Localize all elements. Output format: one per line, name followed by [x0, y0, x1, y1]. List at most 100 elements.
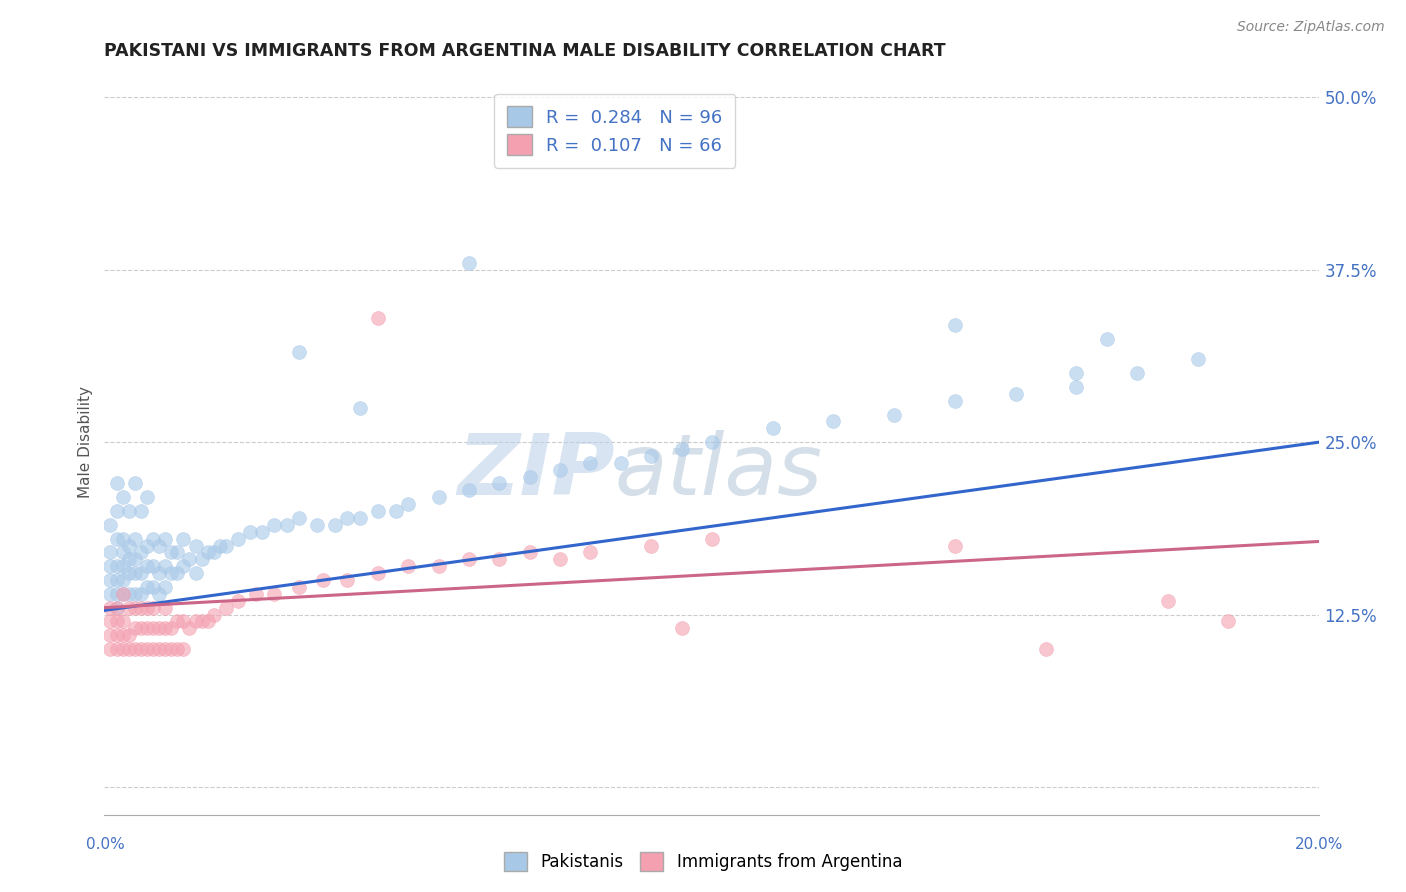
Point — [111, 490, 134, 504]
Point — [762, 421, 785, 435]
Point — [519, 545, 541, 559]
Point — [111, 559, 134, 574]
Point — [166, 642, 188, 657]
Point — [105, 615, 128, 629]
Point — [111, 573, 134, 587]
Point — [179, 552, 201, 566]
Point — [105, 600, 128, 615]
Point — [118, 566, 141, 581]
Point — [519, 469, 541, 483]
Point — [105, 476, 128, 491]
Point — [943, 539, 966, 553]
Point — [129, 566, 152, 581]
Point — [312, 573, 335, 587]
Point — [111, 587, 134, 601]
Point — [1126, 366, 1149, 380]
Legend: Pakistanis, Immigrants from Argentina: Pakistanis, Immigrants from Argentina — [495, 843, 911, 880]
Point — [118, 587, 141, 601]
Point — [100, 642, 122, 657]
Point — [124, 642, 146, 657]
Point — [135, 490, 157, 504]
Point — [276, 517, 298, 532]
Point — [179, 621, 201, 635]
Point — [671, 442, 693, 456]
Point — [700, 532, 723, 546]
Point — [1095, 332, 1118, 346]
Point — [148, 642, 170, 657]
Point — [124, 587, 146, 601]
Point — [142, 580, 165, 594]
Point — [142, 532, 165, 546]
Point — [148, 587, 170, 601]
Point — [153, 559, 176, 574]
Point — [288, 580, 311, 594]
Point — [458, 552, 481, 566]
Point — [100, 573, 122, 587]
Point — [100, 587, 122, 601]
Point — [1066, 366, 1088, 380]
Point — [124, 532, 146, 546]
Point — [172, 642, 194, 657]
Point — [184, 539, 207, 553]
Point — [142, 559, 165, 574]
Point — [111, 615, 134, 629]
Point — [142, 642, 165, 657]
Point — [288, 345, 311, 359]
Point — [111, 587, 134, 601]
Point — [215, 539, 238, 553]
Point — [1218, 615, 1240, 629]
Point — [105, 600, 128, 615]
Point — [153, 580, 176, 594]
Point — [118, 504, 141, 518]
Point — [336, 511, 359, 525]
Point — [202, 545, 225, 559]
Point — [148, 566, 170, 581]
Point — [111, 628, 134, 642]
Point — [100, 545, 122, 559]
Point — [349, 511, 371, 525]
Point — [105, 642, 128, 657]
Point — [135, 621, 157, 635]
Point — [148, 539, 170, 553]
Point — [118, 642, 141, 657]
Point — [135, 642, 157, 657]
Point — [367, 566, 389, 581]
Point — [160, 566, 183, 581]
Point — [129, 621, 152, 635]
Point — [239, 524, 262, 539]
Point — [105, 573, 128, 587]
Point — [129, 545, 152, 559]
Point — [105, 587, 128, 601]
Point — [124, 600, 146, 615]
Point — [190, 615, 212, 629]
Point — [700, 435, 723, 450]
Point — [118, 600, 141, 615]
Point — [100, 600, 122, 615]
Text: Source: ZipAtlas.com: Source: ZipAtlas.com — [1237, 21, 1385, 34]
Point — [548, 552, 571, 566]
Point — [172, 532, 194, 546]
Point — [610, 456, 633, 470]
Point — [385, 504, 408, 518]
Point — [349, 401, 371, 415]
Point — [172, 615, 194, 629]
Text: 0.0%: 0.0% — [86, 838, 125, 852]
Point — [427, 559, 450, 574]
Point — [105, 532, 128, 546]
Point — [166, 545, 188, 559]
Point — [1187, 352, 1209, 367]
Point — [142, 621, 165, 635]
Point — [548, 463, 571, 477]
Point — [111, 532, 134, 546]
Point — [172, 559, 194, 574]
Legend: R =  0.284   N = 96, R =  0.107   N = 66: R = 0.284 N = 96, R = 0.107 N = 66 — [494, 94, 735, 168]
Point — [124, 566, 146, 581]
Point — [124, 476, 146, 491]
Point — [129, 642, 152, 657]
Point — [124, 621, 146, 635]
Point — [640, 539, 662, 553]
Point — [263, 517, 285, 532]
Point — [336, 573, 359, 587]
Point — [1066, 380, 1088, 394]
Point — [135, 600, 157, 615]
